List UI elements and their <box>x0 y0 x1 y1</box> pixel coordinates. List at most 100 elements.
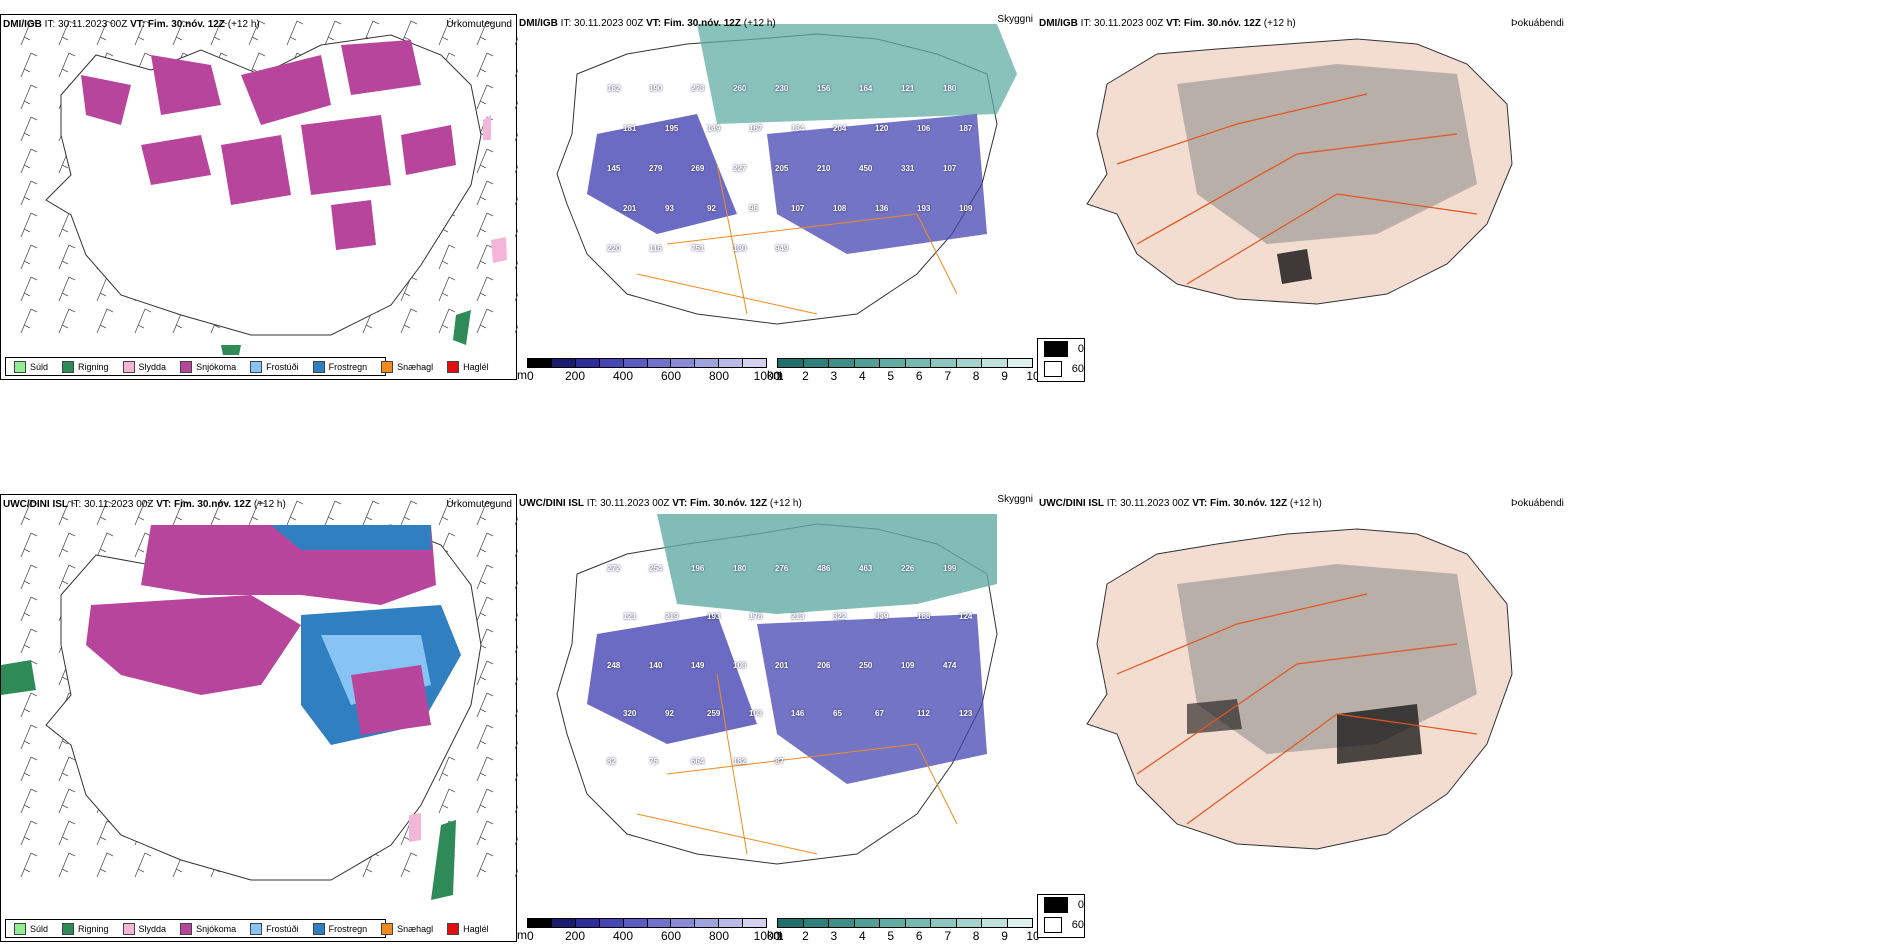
legend-label: Snæhagl <box>397 923 434 934</box>
legend-item: Haglél <box>447 360 489 373</box>
colorbar-tick: 4 <box>858 929 866 943</box>
legend-swatch <box>312 360 325 373</box>
legend-swatch <box>14 922 26 935</box>
precip-legend: Súld Rigning Slydda Snjókoma Frostúði Frostre… <box>5 919 489 938</box>
colorbar-cell <box>647 919 672 927</box>
colorbar-cell <box>803 359 829 367</box>
legend-swatch <box>447 360 460 373</box>
legend-item: Súld <box>14 922 49 935</box>
cloud-base-value: 320 <box>623 709 637 718</box>
legend-label: Súld <box>30 923 49 934</box>
colorbar-tick: 5 <box>887 929 895 943</box>
fog-legend-row: 0 <box>1038 339 1084 359</box>
cloud-base-value: 187 <box>959 124 973 133</box>
cloud-base-value: 109 <box>901 660 915 670</box>
colorbar-cell <box>956 919 982 927</box>
cloud-base-value: 213 <box>791 612 805 622</box>
legend-swatch <box>62 922 75 935</box>
cloud-base-value: 108 <box>833 204 847 213</box>
colorbar-cell <box>931 919 957 927</box>
legend-swatch <box>250 922 263 935</box>
cloud-base-value: 219 <box>665 612 679 622</box>
legend-item: Snjókoma <box>180 922 237 935</box>
cloud-base-value: 188 <box>917 612 931 622</box>
colorbar-cell <box>778 919 804 927</box>
colorbar-tick: 800 <box>708 369 730 383</box>
colorbar-tick: 400 <box>612 929 634 943</box>
colorbar-tick: 6 <box>915 929 923 943</box>
cloud-base-value: 107 <box>943 164 957 173</box>
fog-legend-row: 60 <box>1038 915 1084 935</box>
cloud-base-value: 751 <box>691 244 705 253</box>
cloud-base-value: 180 <box>733 564 747 573</box>
header-top-precip: DMI/IGB IT: 30.11.2023 00Z VT: Fim. 30.n… <box>3 19 260 30</box>
cloud-base-value: 193 <box>917 204 931 213</box>
cloud-base-value: 124 <box>959 612 973 622</box>
colorbar-tick: 8 <box>972 929 980 943</box>
legend-item: Frostúði <box>250 360 299 373</box>
precip-map-top <box>20 20 518 355</box>
legend-swatch <box>250 360 263 373</box>
cloud-base-value: 98 <box>749 204 758 213</box>
colorbar-cell <box>854 359 880 367</box>
cloud-base-value: 279 <box>649 164 663 173</box>
legend-item: Rigning <box>62 360 109 373</box>
colorbar-tick: 1 <box>777 369 784 383</box>
cloud-base-value: 167 <box>749 124 763 133</box>
fog-legend-row: 60 <box>1038 359 1084 379</box>
legend-item: Slydda <box>122 922 166 935</box>
fog-legend-swatch <box>1044 917 1062 933</box>
cloud-base-value: 272 <box>607 564 621 573</box>
cloud-panel-top: DMI/IGB IT: 30.11.2023 00Z VT: Fim. 30.n… <box>517 14 1040 383</box>
cloud-base-value: 331 <box>901 164 915 173</box>
colorbar-cell <box>575 359 600 367</box>
cloud-base-value: 121 <box>623 612 637 622</box>
legend-swatch <box>447 922 460 935</box>
colorbar-cell <box>854 919 880 927</box>
legend-item: Rigning <box>62 922 109 935</box>
colorbar-cell <box>956 359 982 367</box>
colorbar-cell <box>623 919 648 927</box>
cloud-base-value: 322 <box>833 612 847 622</box>
cloud-base-value: 206 <box>817 660 831 670</box>
fog-type-label: Þokuábendi <box>1511 498 1564 509</box>
cloud-base-value: 210 <box>817 164 831 173</box>
cloud-base-value: 112 <box>917 709 930 718</box>
cloud-base-value: 250 <box>859 660 873 670</box>
fog-legend-swatch <box>1044 361 1062 377</box>
colorbar-cell <box>528 359 552 367</box>
fog-panel-bottom: UWC/DINI ISL IT: 30.11.2023 00Z VT: Fim.… <box>1037 494 1897 942</box>
legend-label: Snjókoma <box>196 923 237 934</box>
fog-map-bottom <box>1086 528 1513 850</box>
legend-label: Frostregn <box>328 923 368 934</box>
precip-map-bottom <box>1 500 518 900</box>
colorbar-cell <box>931 359 957 367</box>
legend-item: Súld <box>14 360 48 373</box>
legend-swatch <box>180 922 193 935</box>
legend-swatch <box>62 360 75 373</box>
legend-swatch <box>381 360 394 373</box>
fog-legend: 0 60 <box>1037 338 1085 382</box>
cloud-base-value: 248 <box>607 660 621 670</box>
colorbar-unit: m <box>517 368 527 382</box>
cloud-base-value: 130 <box>733 244 747 253</box>
cloud-base-value: 178 <box>749 612 763 622</box>
colorbar-cell <box>719 359 744 367</box>
colorbar-cell <box>778 359 804 367</box>
cloud-base-value: 109 <box>959 204 973 213</box>
road-lines <box>636 163 958 315</box>
cloud-base-value: 474 <box>943 660 957 670</box>
colorbar-tick: 0 <box>527 929 534 943</box>
cloud-base-value: 67 <box>875 709 884 718</box>
cloud-base-value: 199 <box>943 564 957 573</box>
colorbar-cell <box>982 359 1008 367</box>
cloud-base-value: 259 <box>707 709 721 718</box>
colorbar-cell <box>905 919 931 927</box>
cloud-panel-bottom: UWC/DINI ISL IT: 30.11.2023 00Z VT: Fim.… <box>517 494 1040 943</box>
legend-item: Snjókoma <box>180 360 236 373</box>
colorbar-tick: 200 <box>564 929 586 943</box>
colorbar-tick: 1 <box>777 929 784 943</box>
legend-swatch <box>122 922 135 935</box>
colorbar-tick: 6 <box>915 369 923 383</box>
colorbar-cell <box>982 919 1008 927</box>
